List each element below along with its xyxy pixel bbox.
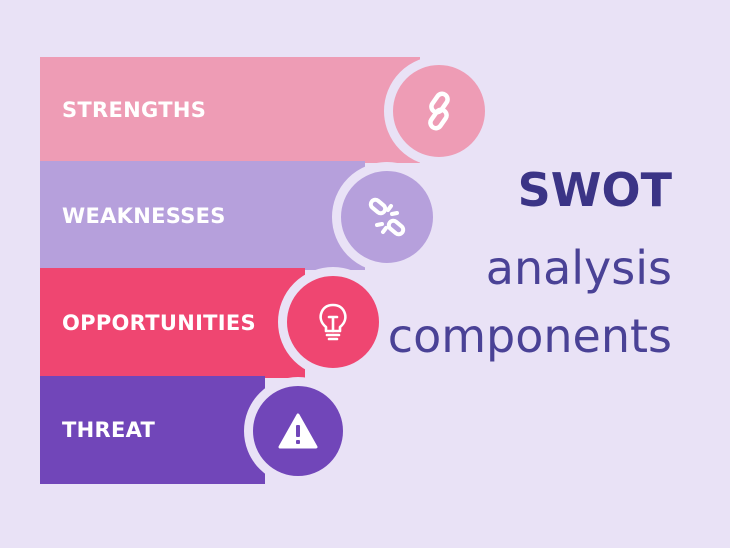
broken-link-icon <box>368 197 406 237</box>
link-icon <box>428 91 450 131</box>
swot-bar-threat: THREAT <box>40 376 265 484</box>
swot-badge-weaknesses <box>332 162 442 272</box>
swot-label-threat: THREAT <box>62 418 156 442</box>
warning-icon <box>278 413 318 449</box>
swot-bar-weaknesses: WEAKNESSES <box>40 161 365 270</box>
title-swot: SWOT <box>517 163 672 217</box>
swot-label-strengths: STRENGTHS <box>62 98 207 122</box>
swot-label-weaknesses: WEAKNESSES <box>62 203 226 228</box>
swot-badge-opportunities <box>278 267 388 377</box>
swot-bar-opportunities: OPPORTUNITIES <box>40 268 305 378</box>
swot-badge-threat <box>244 377 352 485</box>
title-analysis: analysis <box>485 241 672 295</box>
swot-label-opportunities: OPPORTUNITIES <box>62 311 256 335</box>
swot-bar-strengths: STRENGTHS <box>40 57 420 163</box>
title-components: components <box>387 309 672 363</box>
swot-badge-strengths <box>384 56 494 166</box>
lightbulb-icon <box>319 303 347 341</box>
